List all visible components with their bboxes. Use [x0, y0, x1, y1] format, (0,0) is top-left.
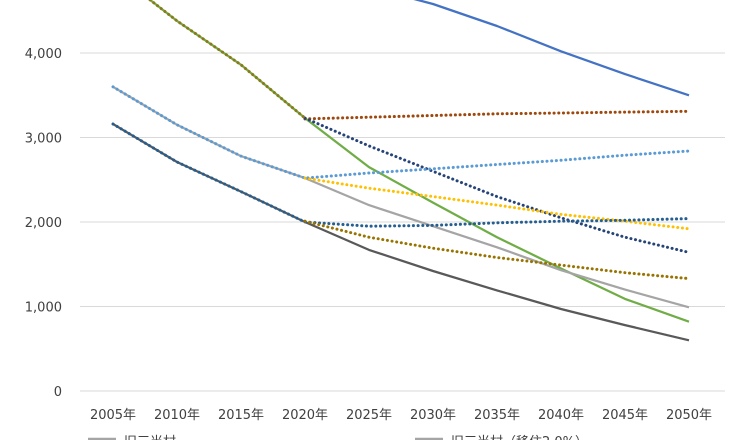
- x-tick-label: 2050年: [666, 408, 712, 423]
- x-axis-ticks: 2005年 2010年 2015年 2020年 2025年 2030年 2035年 2040年…: [90, 408, 712, 423]
- series-line-6: [303, 116, 691, 254]
- series-line-11: [147, 0, 307, 120]
- gridlines: [80, 52, 725, 392]
- x-tick-label: 2035年: [474, 408, 520, 423]
- legend-label: 旧三当村（移住2.0%）: [451, 435, 588, 440]
- series-lines: [111, 0, 691, 342]
- x-tick-label: 2040年: [538, 408, 584, 423]
- series-line-9: [111, 122, 691, 228]
- y-tick-label: 1,000: [25, 301, 62, 316]
- y-tick-label: 4,000: [25, 47, 62, 62]
- y-tick-label: 0: [54, 385, 62, 400]
- x-tick-label: 2045年: [602, 408, 648, 423]
- x-tick-label: 2025年: [346, 408, 392, 423]
- y-tick-label: 3,000: [25, 132, 62, 147]
- series-line-2: [148, 0, 690, 323]
- x-tick-label: 2030年: [410, 408, 456, 423]
- series-line-3: [112, 85, 690, 309]
- x-tick-label: 2020年: [282, 408, 328, 423]
- legend-label: 旧三当村: [124, 435, 176, 440]
- x-tick-label: 2015年: [218, 408, 264, 423]
- series-line-1: [413, 0, 690, 97]
- series-line-5: [303, 109, 691, 121]
- legend: 旧三当村 旧三当村（移住2.0%）: [88, 435, 588, 440]
- y-axis-ticks: 0 1,000 2,000 3,000 4,000: [25, 47, 62, 400]
- x-tick-label: 2010年: [154, 408, 200, 423]
- x-tick-label: 2005年: [90, 408, 136, 423]
- y-tick-label: 2,000: [25, 216, 62, 231]
- series-line-7: [111, 85, 691, 180]
- series-line-10: [303, 219, 691, 281]
